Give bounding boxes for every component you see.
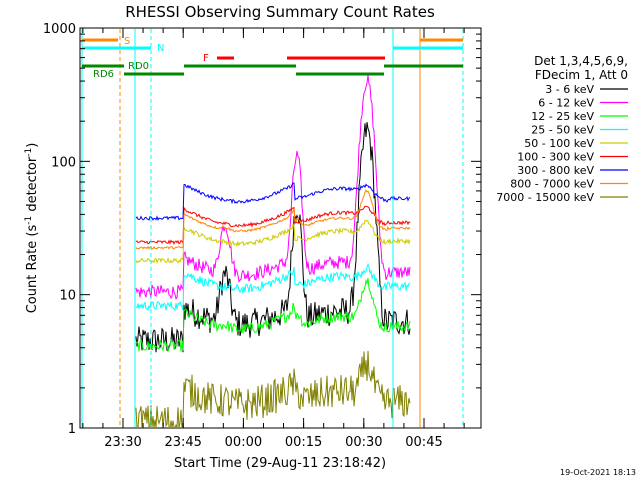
series-line-3	[135, 262, 411, 312]
flag-layer: S N F RD0 RD6	[81, 29, 464, 427]
x-tick-label: 23:45	[164, 435, 201, 450]
x-tick-label: 00:30	[345, 435, 382, 450]
legend-entry-label: 12 - 25 keV	[531, 110, 594, 123]
chart-title: RHESSI Observing Summary Count Rates	[125, 3, 435, 21]
series-line-8	[135, 350, 411, 427]
plot-frame	[79, 27, 482, 429]
series-line-4	[135, 219, 411, 265]
flag-label-rd6: RD6	[93, 69, 114, 80]
x-tick-label: 00:15	[285, 435, 322, 450]
legend: Det 1,3,4,5,6,9, FDecim 1, Att 0 3 - 6 k…	[496, 54, 628, 204]
series-line-7	[135, 189, 411, 250]
legend-entry-label: 300 - 800 keV	[517, 164, 594, 177]
flag-label-n: N	[157, 43, 164, 54]
legend-entry-label: 6 - 12 keV	[538, 97, 594, 110]
legend-entry-label: 50 - 100 keV	[524, 137, 594, 150]
y-tick-label: 1000	[43, 22, 76, 37]
legend-header-1: Det 1,3,4,5,6,9,	[534, 54, 628, 68]
y-axis-label: Count Rate (s-1 detector-1)	[24, 143, 40, 314]
x-axis-label: Start Time (29-Aug-11 23:18:42)	[174, 456, 386, 471]
x-tick-label: 23:30	[104, 435, 141, 450]
x-tick-label: 00:45	[405, 435, 442, 450]
flag-label-rd0: RD0	[128, 61, 149, 72]
y-tick-label: 100	[51, 155, 76, 170]
legend-entry-label: 800 - 7000 keV	[510, 178, 594, 191]
series-line-5	[135, 205, 411, 246]
legend-entry-label: 25 - 50 keV	[531, 124, 594, 137]
x-tick-label: 00:00	[225, 435, 262, 450]
axis-layer: 1 10 100 1000 23:30 23:45 00:00 00:15 00:30 00:45	[43, 22, 481, 450]
legend-header-2: FDecim 1, Att 0	[535, 68, 628, 82]
y-tick-label: 10	[59, 289, 76, 304]
flag-label-f: F	[203, 53, 209, 64]
series-line-1	[135, 75, 411, 300]
series-line-6	[135, 182, 411, 222]
legend-entry-label: 7000 - 15000 keV	[496, 191, 594, 204]
legend-entry-label: 100 - 300 keV	[517, 151, 594, 164]
timestamp: 19-Oct-2021 18:13	[560, 468, 636, 477]
series-line-2	[135, 277, 411, 353]
y-tick-label: 1	[68, 422, 76, 437]
legend-entry-label: 3 - 6 keV	[545, 83, 594, 96]
data-layer	[135, 75, 411, 427]
flag-label-s: S	[124, 36, 130, 47]
